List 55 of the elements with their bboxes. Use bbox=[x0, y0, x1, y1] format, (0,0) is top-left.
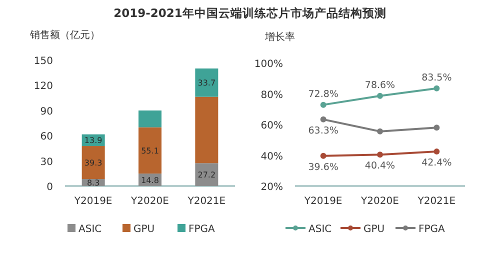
data-label: 27.2 bbox=[198, 170, 216, 180]
legend-label: ASIC bbox=[308, 224, 332, 235]
data-label: 14.8 bbox=[141, 176, 159, 185]
data-label: 78.6% bbox=[364, 80, 396, 91]
bar bbox=[195, 96, 218, 164]
legend-label: GPU bbox=[364, 224, 385, 235]
data-label: 55.1 bbox=[141, 146, 159, 156]
y-tick-label: 60% bbox=[260, 120, 283, 132]
y-tick-label: 30 bbox=[40, 156, 53, 168]
legend-label: FPGA bbox=[418, 224, 446, 235]
data-label: 39.6% bbox=[308, 162, 338, 173]
data-label: 72.8% bbox=[308, 88, 338, 100]
y-tick-label: 60 bbox=[40, 132, 53, 143]
y-tick-label: 0 bbox=[46, 182, 53, 193]
y-tick-label: 20% bbox=[260, 182, 283, 193]
point bbox=[320, 152, 326, 159]
y-tick-label: 100% bbox=[254, 59, 283, 70]
data-label: 39.3 bbox=[84, 158, 102, 168]
point bbox=[434, 124, 440, 131]
bar bbox=[82, 146, 105, 180]
point bbox=[434, 85, 440, 92]
x-tick-label: Y2020E bbox=[360, 196, 399, 207]
bar bbox=[138, 127, 162, 174]
data-label: 13.9 bbox=[84, 136, 102, 146]
point bbox=[377, 128, 383, 134]
data-label: 40.4% bbox=[364, 160, 396, 172]
y-axis-title: 销售额（亿元） bbox=[29, 29, 100, 41]
y-tick-label: 40% bbox=[260, 151, 283, 162]
point bbox=[377, 92, 383, 99]
bar bbox=[195, 68, 218, 97]
y-tick-label: 150 bbox=[34, 56, 53, 67]
y-axis-title: 增长率 bbox=[264, 31, 295, 43]
x-tick-label: Y2019E bbox=[303, 196, 342, 207]
point bbox=[377, 152, 383, 158]
y-tick-label: 90 bbox=[40, 106, 53, 118]
x-tick-label: Y2019E bbox=[73, 196, 112, 207]
bar bbox=[138, 110, 162, 128]
point bbox=[320, 102, 326, 108]
x-tick-label: Y2020E bbox=[130, 196, 169, 207]
data-label: 63.3% bbox=[308, 125, 338, 136]
chart-title: 2019-2021年中国云端训练芯片市场产品结构预测 bbox=[114, 6, 386, 20]
data-label: 33.7 bbox=[198, 78, 216, 88]
legend-label: FPGA bbox=[188, 224, 216, 235]
point bbox=[434, 148, 440, 155]
x-tick-label: Y2021E bbox=[186, 196, 226, 207]
x-tick-label: Y2021E bbox=[416, 196, 456, 207]
bar bbox=[195, 163, 218, 186]
legend-label: ASIC bbox=[78, 224, 102, 235]
legend-label: GPU bbox=[134, 224, 155, 235]
data-label: 8.3 bbox=[86, 178, 100, 188]
y-tick-label: 120 bbox=[34, 81, 53, 92]
point bbox=[320, 116, 326, 122]
data-label: 83.5% bbox=[422, 72, 452, 84]
data-label: 42.4% bbox=[422, 158, 452, 169]
y-tick-label: 80% bbox=[260, 90, 283, 101]
